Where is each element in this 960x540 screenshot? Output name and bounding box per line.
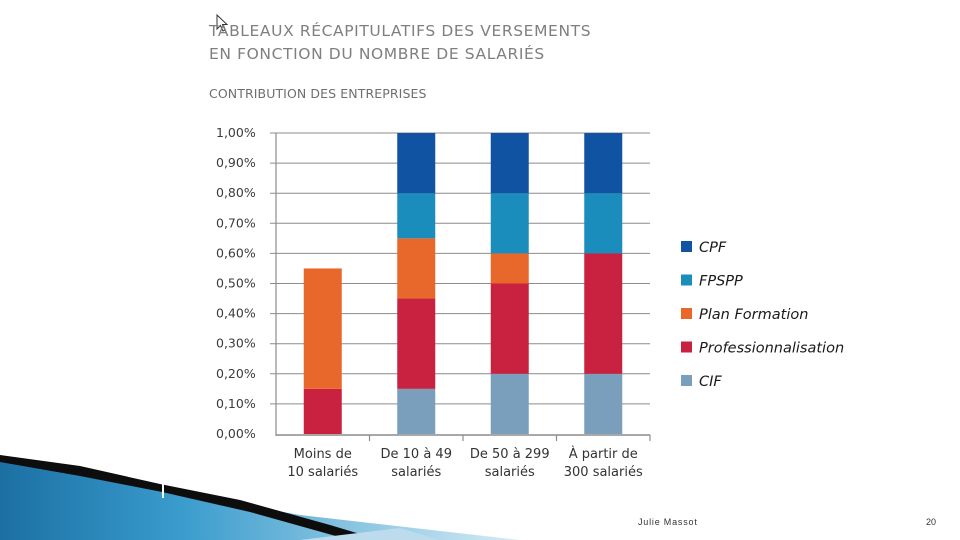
footer-author: Julie Massot xyxy=(638,517,698,527)
chart-title: CONTRIBUTION DES ENTREPRISES xyxy=(209,86,427,101)
bar-segment-plan-formation xyxy=(397,238,436,299)
legend-swatch xyxy=(681,274,692,286)
y-tick-label: 0,70% xyxy=(216,215,256,230)
bar-segment-professionnalisation xyxy=(584,253,623,374)
x-tick-label: Moins de xyxy=(294,447,352,462)
slide-title-line1: TABLEAUX RÉCAPITULATIFS DES VERSEMENTS xyxy=(209,22,592,40)
y-tick-label: 0,60% xyxy=(216,245,256,260)
x-tick-label: 10 salariés xyxy=(287,465,358,480)
bar-segment-fpspp xyxy=(397,193,436,239)
legend-label: Plan Formation xyxy=(699,307,808,323)
y-tick-label: 0,90% xyxy=(216,155,256,170)
bar-segment-fpspp xyxy=(584,193,623,254)
y-tick-label: 0,20% xyxy=(216,366,256,381)
bar-segment-cpf xyxy=(490,133,529,194)
bar-segment-fpspp xyxy=(490,193,529,254)
x-tick-label: salariés xyxy=(391,465,441,480)
slide-title-line2: EN FONCTION DU NOMBRE DE SALARIÉS xyxy=(209,45,545,63)
y-tick-label: 0,00% xyxy=(216,426,256,441)
bar-segment-plan-formation xyxy=(490,253,529,284)
bar-segment-cif xyxy=(490,373,529,434)
y-tick-label: 0,30% xyxy=(216,336,256,351)
y-tick-label: 0,40% xyxy=(216,306,256,321)
bar-segment-cpf xyxy=(397,133,436,194)
swoosh-black-stripe xyxy=(0,455,380,540)
legend-label: CIF xyxy=(699,374,722,390)
footer-page-number: 20 xyxy=(926,517,937,527)
swoosh-gap xyxy=(162,478,164,498)
legend-swatch xyxy=(681,241,692,252)
bar-segment-cif xyxy=(584,373,623,434)
legend-label: CPF xyxy=(699,240,727,256)
bar-segment-cif xyxy=(397,388,436,434)
swoosh-blue-band xyxy=(0,455,520,540)
slide-title: TABLEAUX RÉCAPITULATIFS DES VERSEMENTS E… xyxy=(209,20,591,66)
legend-label: FPSPP xyxy=(699,274,743,290)
y-tick-label: 0,80% xyxy=(216,185,256,200)
bar-segment-cpf xyxy=(584,133,623,194)
legend-label: Professionnalisation xyxy=(699,341,844,357)
bar-segment-professionnalisation xyxy=(397,298,436,389)
bar-segment-professionnalisation xyxy=(490,283,529,374)
swoosh-light-band xyxy=(300,528,440,540)
x-tick-label: De 50 à 299 xyxy=(470,447,550,462)
y-tick-label: 0,50% xyxy=(216,276,256,291)
bar-segment-plan-formation xyxy=(303,268,342,389)
x-tick-label: 300 salariés xyxy=(564,465,643,480)
y-tick-label: 0,10% xyxy=(216,396,256,411)
legend-swatch xyxy=(681,308,692,319)
bar-segment-professionnalisation xyxy=(303,388,342,434)
y-tick-label: 1,00% xyxy=(216,125,256,140)
legend-swatch xyxy=(681,375,692,386)
x-tick-label: À partir de xyxy=(569,446,638,462)
x-tick-label: De 10 à 49 xyxy=(381,447,452,462)
x-tick-label: salariés xyxy=(485,465,535,480)
legend-swatch xyxy=(681,341,692,353)
mouse-cursor-icon xyxy=(216,14,229,32)
